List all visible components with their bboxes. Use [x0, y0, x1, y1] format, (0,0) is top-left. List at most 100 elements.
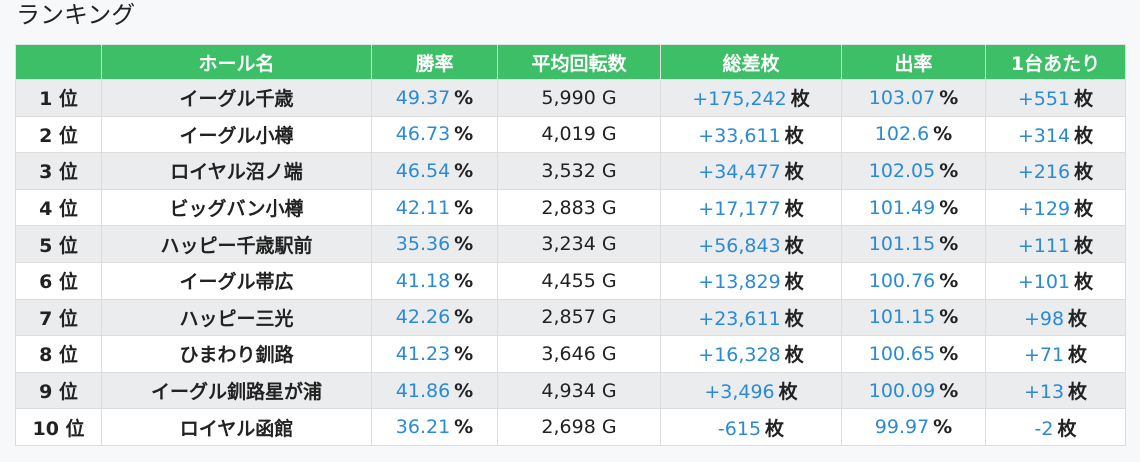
header-cell — [15, 44, 102, 80]
spins-cell: 5,990 G — [497, 79, 661, 117]
unit: % — [454, 342, 474, 365]
rank-cell: 8 位 — [15, 335, 102, 373]
spins-cell: 3,234 G — [497, 225, 661, 263]
win-rate-cell: 41.23% — [371, 335, 498, 373]
unit: 枚 — [1074, 88, 1094, 111]
unit: % — [939, 233, 959, 256]
hall-cell: イーグル千歳 — [101, 79, 372, 117]
diff-cell: +17,177 枚 — [660, 188, 842, 227]
per-machine-cell: +71 枚 — [985, 335, 1126, 373]
value: 100.65 — [868, 342, 936, 365]
payout-cell: 101.15% — [841, 225, 986, 263]
rank-cell: 6 位 — [15, 261, 102, 300]
value: +3,496 — [704, 381, 775, 404]
value: 101.49 — [868, 196, 936, 219]
value: +175,242 — [692, 88, 787, 111]
diff-cell: +3,496 枚 — [660, 371, 842, 410]
value: 46.73 — [395, 123, 451, 146]
win-rate-cell: 42.26% — [371, 298, 498, 337]
unit: 枚 — [765, 417, 785, 440]
unit: 枚 — [778, 381, 798, 404]
value: 102.05 — [868, 159, 936, 182]
value: 49.37 — [395, 86, 451, 109]
per-machine-cell: +101 枚 — [985, 261, 1126, 300]
value: 101.15 — [868, 306, 936, 329]
win-rate-cell: 46.73% — [371, 115, 498, 154]
unit: 枚 — [1074, 161, 1094, 184]
win-rate-cell: 46.54% — [371, 152, 498, 190]
table-row: 7 位ハッピー三光 42.26% 2,857 G +23,611 枚 101.15% +98… — [15, 298, 1126, 337]
unit: 枚 — [784, 234, 804, 257]
rank-cell: 9 位 — [15, 371, 102, 410]
spins-cell: 2,883 G — [497, 188, 661, 227]
spins-cell: 3,532 G — [497, 152, 661, 190]
unit: % — [454, 159, 474, 182]
table-row: 8 位ひまわり釧路 41.23% 3,646 G +16,328 枚 100.65% +71… — [15, 335, 1126, 373]
unit: % — [454, 416, 474, 439]
ranking-table: ホール名 勝率 平均回転数 総差枚 出率 1台あたり 1 位イーグル千歳 49.37% 5,9… — [15, 44, 1126, 446]
per-machine-cell: +314 枚 — [985, 115, 1126, 154]
value: +551 — [1017, 88, 1071, 111]
value: 36.21 — [395, 416, 451, 439]
column-header: 平均回転数 — [497, 44, 661, 80]
unit: % — [454, 306, 474, 329]
unit: 枚 — [784, 344, 804, 367]
rank-cell: 1 位 — [15, 79, 102, 117]
table-row: 3 位ロイヤル沼ノ端 46.54% 3,532 G +34,477 枚 102.05% +2… — [15, 152, 1126, 190]
unit: 枚 — [784, 198, 804, 221]
diff-cell: +13,829 枚 — [660, 261, 842, 300]
unit: % — [939, 379, 959, 402]
unit: % — [939, 306, 959, 329]
value: 42.26 — [395, 306, 451, 329]
value: 42.11 — [395, 196, 451, 219]
payout-cell: 101.15% — [841, 298, 986, 337]
unit: 枚 — [784, 161, 804, 184]
value: 41.86 — [395, 379, 451, 402]
hall-cell: イーグル小樽 — [101, 115, 372, 154]
table-row: 4 位ビッグバン小樽 42.11% 2,883 G +17,177 枚 101.49% +1… — [15, 188, 1126, 227]
column-header: ホール名 — [101, 44, 372, 80]
unit: 枚 — [1057, 417, 1077, 440]
unit: 枚 — [784, 307, 804, 330]
table-row: 6 位イーグル帯広 41.18% 4,455 G +13,829 枚 100.76% +10… — [15, 261, 1126, 300]
value: +33,611 — [698, 124, 781, 147]
unit: % — [454, 269, 474, 292]
unit: % — [454, 379, 474, 402]
value: 46.54 — [395, 159, 451, 182]
win-rate-cell: 41.86% — [371, 371, 498, 410]
unit: 枚 — [1068, 307, 1088, 330]
value: +216 — [1017, 161, 1071, 184]
spins-cell: 2,857 G — [497, 298, 661, 337]
column-header: 総差枚 — [660, 44, 842, 80]
unit: % — [933, 416, 953, 439]
diff-cell: -615 枚 — [660, 408, 842, 446]
hall-cell: ビッグバン小樽 — [101, 188, 372, 227]
unit: 枚 — [1068, 381, 1088, 404]
win-rate-cell: 42.11% — [371, 188, 498, 227]
column-header: 勝率 — [371, 44, 498, 80]
spins-cell: 3,646 G — [497, 335, 661, 373]
value: +71 — [1023, 344, 1065, 367]
rank-cell: 3 位 — [15, 152, 102, 190]
table-row: 10 位ロイヤル函館 36.21% 2,698 G -615 枚 99.97% -2 枚 — [15, 408, 1126, 446]
hall-cell: ロイヤル函館 — [101, 408, 372, 446]
value: +16,328 — [698, 344, 781, 367]
hall-cell: ハッピー千歳駅前 — [101, 225, 372, 263]
unit: 枚 — [1068, 344, 1088, 367]
unit: 枚 — [1074, 271, 1094, 294]
unit: % — [454, 123, 474, 146]
value: +101 — [1017, 271, 1071, 294]
rank-cell: 10 位 — [15, 408, 102, 446]
unit: 枚 — [1074, 198, 1094, 221]
value: -615 — [717, 417, 762, 440]
table-row: 1 位イーグル千歳 49.37% 5,990 G +175,242 枚 103.07% +5… — [15, 79, 1126, 117]
hall-cell: イーグル釧路星が浦 — [101, 371, 372, 410]
column-header: 出率 — [841, 44, 986, 80]
payout-cell: 100.09% — [841, 371, 986, 410]
header-row: ホール名 勝率 平均回転数 総差枚 出率 1台あたり — [15, 44, 1126, 80]
unit: % — [939, 159, 959, 182]
value: 99.97 — [874, 416, 930, 439]
hall-cell: ロイヤル沼ノ端 — [101, 152, 372, 190]
value: +129 — [1017, 198, 1071, 221]
